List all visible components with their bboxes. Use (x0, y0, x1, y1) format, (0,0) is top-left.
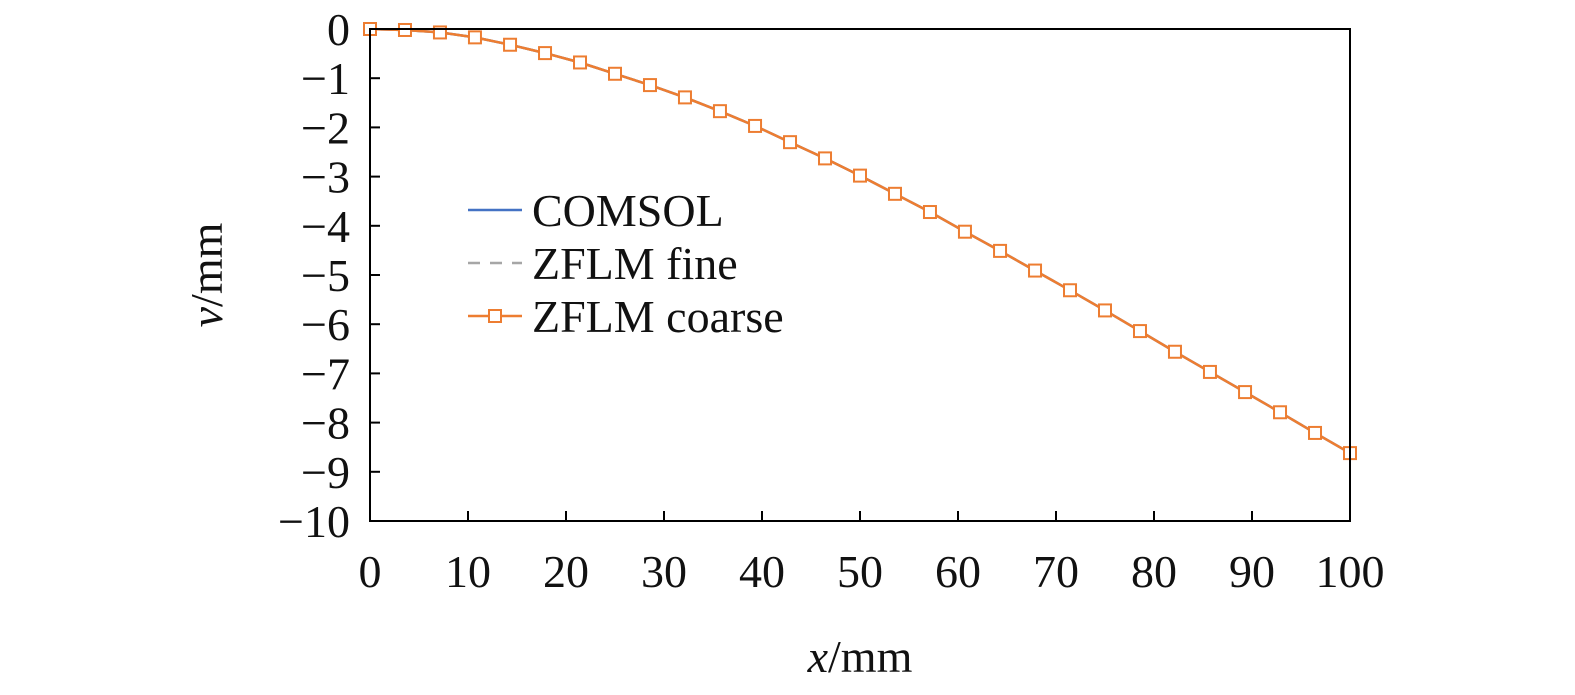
data-point-zflm-coarse (677, 90, 692, 105)
data-point-zflm-coarse (1273, 405, 1288, 420)
x-tick-label: 70 (1033, 546, 1079, 597)
data-point-zflm-coarse (1063, 283, 1078, 298)
data-point-zflm-coarse (818, 151, 833, 166)
x-tick-label: 30 (641, 546, 687, 597)
x-axis-title: x/mm (807, 631, 913, 682)
x-tick-label: 20 (543, 546, 589, 597)
y-tick-label: −8 (301, 398, 350, 449)
series-line-comsol (369, 27, 1351, 455)
y-tick-label: −2 (301, 102, 350, 153)
data-point-zflm-coarse (1308, 425, 1323, 440)
x-tick-label: 0 (359, 546, 382, 597)
tick-layer: 0 10 20 30 40 50 60 70 80 90 1000−1−2−3−4−5−6−7−8−… (278, 4, 1384, 597)
data-point-zflm-coarse (922, 205, 937, 220)
data-point-zflm-coarse (467, 30, 482, 45)
x-tick-label: 60 (935, 546, 981, 597)
data-point-zflm-coarse (1202, 364, 1217, 379)
data-point-zflm-coarse (1167, 344, 1182, 359)
data-point-zflm-coarse (1028, 263, 1043, 278)
legend: COMSOL ZFLM fine ZFLM coarse (468, 185, 784, 342)
x-tick-label: 80 (1131, 546, 1177, 597)
x-axis-var: x (807, 631, 829, 682)
data-point-zflm-coarse (783, 135, 798, 150)
y-tick-label: −1 (301, 53, 350, 104)
data-point-zflm-coarse (1238, 385, 1253, 400)
plot-area-frame (369, 28, 1351, 522)
x-tick-label: 100 (1316, 546, 1385, 597)
data-point-zflm-coarse (1098, 303, 1112, 318)
x-tick-label: 90 (1229, 546, 1275, 597)
data-point-zflm-coarse (642, 78, 657, 93)
data-point-zflm-coarse (748, 118, 763, 133)
legend-label-zflm-fine: ZFLM fine (532, 238, 738, 289)
data-point-zflm-coarse (993, 243, 1008, 258)
data-point-zflm-coarse (573, 55, 588, 70)
y-tick-label: −10 (278, 496, 350, 547)
y-tick-label: −5 (301, 250, 350, 301)
series-line-zflm-fine (369, 27, 1351, 455)
x-tick-label: 10 (445, 546, 491, 597)
data-point-zflm-coarse (887, 186, 902, 201)
x-tick-label: 50 (837, 546, 883, 597)
y-tick-label: −9 (301, 447, 350, 498)
y-tick-label: −3 (301, 152, 350, 203)
y-tick-label: −4 (301, 201, 350, 252)
series-line-zflm-coarse (369, 27, 1351, 455)
x-axis-unit: /mm (828, 631, 913, 682)
y-axis-var: v (181, 306, 232, 327)
x-tick-label: 40 (739, 546, 785, 597)
data-point-zflm-coarse (503, 37, 518, 52)
legend-marker-zflm-coarse (488, 309, 502, 323)
series-layer (363, 22, 1357, 461)
data-point-zflm-coarse (712, 104, 727, 119)
y-axis-title: v/mm (181, 222, 232, 327)
data-point-zflm-coarse (1132, 324, 1147, 339)
y-tick-label: 0 (327, 4, 350, 55)
data-point-zflm-coarse (608, 66, 622, 81)
data-point-zflm-coarse (957, 224, 972, 239)
y-tick-label: −7 (301, 348, 350, 399)
y-tick-label: −6 (301, 299, 350, 350)
data-point-zflm-coarse (538, 46, 553, 61)
legend-label-comsol: COMSOL (532, 185, 724, 236)
legend-label-zflm-coarse: ZFLM coarse (532, 291, 784, 342)
data-point-zflm-coarse (853, 168, 867, 183)
y-axis-unit: /mm (181, 222, 232, 307)
